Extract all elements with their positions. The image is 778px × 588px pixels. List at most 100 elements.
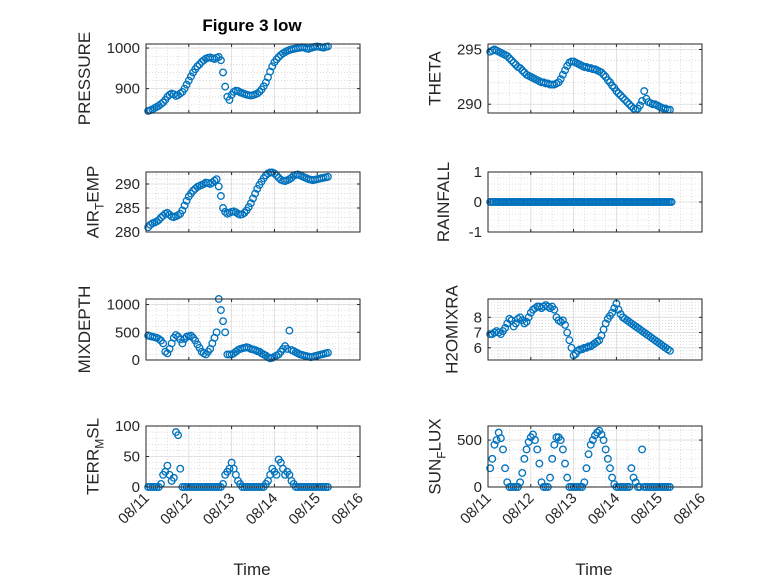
axes-box [145,171,361,233]
x-tick-label: 08/11 [457,490,495,528]
data-point [221,82,230,91]
data-point [614,305,623,314]
subplot-6: 678 H2OMIXRA [443,284,703,374]
y-axis-label: TERRMSL [84,418,107,495]
data-point [268,62,277,71]
data-point [640,87,649,96]
data-point [176,464,185,473]
data-point [216,192,225,200]
y-axis-label-main: TERR [84,449,103,495]
data-point [216,306,225,315]
x-tick-label: 08/16 [328,490,367,529]
data-point [631,478,640,487]
data-point [537,478,546,487]
data-point [507,56,516,65]
data-point [638,445,647,454]
data-point [548,454,557,463]
data-point [516,64,525,73]
data-point [586,440,595,449]
data-point [144,223,153,232]
y-axis-label: RAINFALL [434,162,453,242]
data-point [163,349,172,358]
subplot-7: 0 50 100 08/11 08/12 08/13 08/14 08/15 08/16 TERR… [84,418,367,528]
data-point [191,336,200,345]
x-tick-label: 08/14 [243,490,282,529]
data-point [272,470,281,479]
data-point [546,473,555,482]
y-axis-label-rest: EMP [84,166,103,203]
data-point [563,473,572,482]
data-point [531,436,540,445]
data-point [599,436,608,445]
data-point [253,184,262,193]
data-point [172,331,180,339]
data-point [323,172,332,181]
y-axis-label-subscript: T [93,202,107,210]
data-point [499,445,507,454]
data-point [573,346,582,355]
data-point [323,348,332,357]
data-point [174,431,183,440]
data-point [249,194,257,203]
y-axis-label-subscript: M [93,439,107,449]
y-tick-label: 1 [474,164,482,181]
data-point [157,100,165,109]
data-point [635,101,644,110]
data-point [520,319,529,328]
data-point [612,87,621,96]
axes-box [487,298,703,361]
data-point [240,208,249,217]
x-tick-label: 08/13 [542,490,581,529]
data-point [219,68,227,77]
data-point [558,70,567,79]
data-point [494,328,503,337]
data-point [565,336,574,345]
data-point [180,84,189,93]
y-tick-label: 0 [132,352,140,369]
y-tick-label: 295 [457,41,482,58]
x-tick-label: 08/15 [285,490,324,529]
y-tick-label: 280 [115,224,140,241]
x-tick-label: 08/15 [627,490,666,529]
y-tick-label: 0 [132,479,140,496]
y-axis-label-subscript: F [435,451,449,458]
x-axis-label-left: Time [233,560,270,579]
data-point [550,440,559,449]
data-point [178,339,187,348]
axes-box [145,43,361,114]
data-point [193,62,202,71]
data-point [186,72,195,81]
data-point [558,445,567,454]
data-point [593,337,602,346]
data-point [625,100,634,109]
data-point [518,66,527,75]
y-tick-label: 500 [457,432,482,449]
y-tick-label: 1000 [107,40,140,57]
data-point [616,91,625,100]
y-axis-label-main: SUN [426,459,445,495]
data-point [556,75,565,83]
data-point [212,328,221,337]
data-point [518,468,527,477]
x-tick-label: 08/16 [670,490,709,529]
data-point [608,308,617,317]
data-point [219,204,227,212]
data-point [501,324,510,332]
y-tick-label: 1000 [107,297,140,314]
y-tick-label: 8 [474,309,482,326]
data-point [601,445,610,454]
data-point [618,93,627,102]
data-point [588,436,597,445]
data-point [178,206,187,215]
data-point [157,213,165,222]
data-point [561,320,569,329]
data-point [558,316,567,325]
data-point [219,317,227,326]
y-axis-label: AIRTEMP [84,166,107,239]
data-point [490,440,499,449]
data-point [593,428,602,437]
data-point [503,478,512,487]
data-point [212,175,221,184]
data-point [535,459,544,468]
